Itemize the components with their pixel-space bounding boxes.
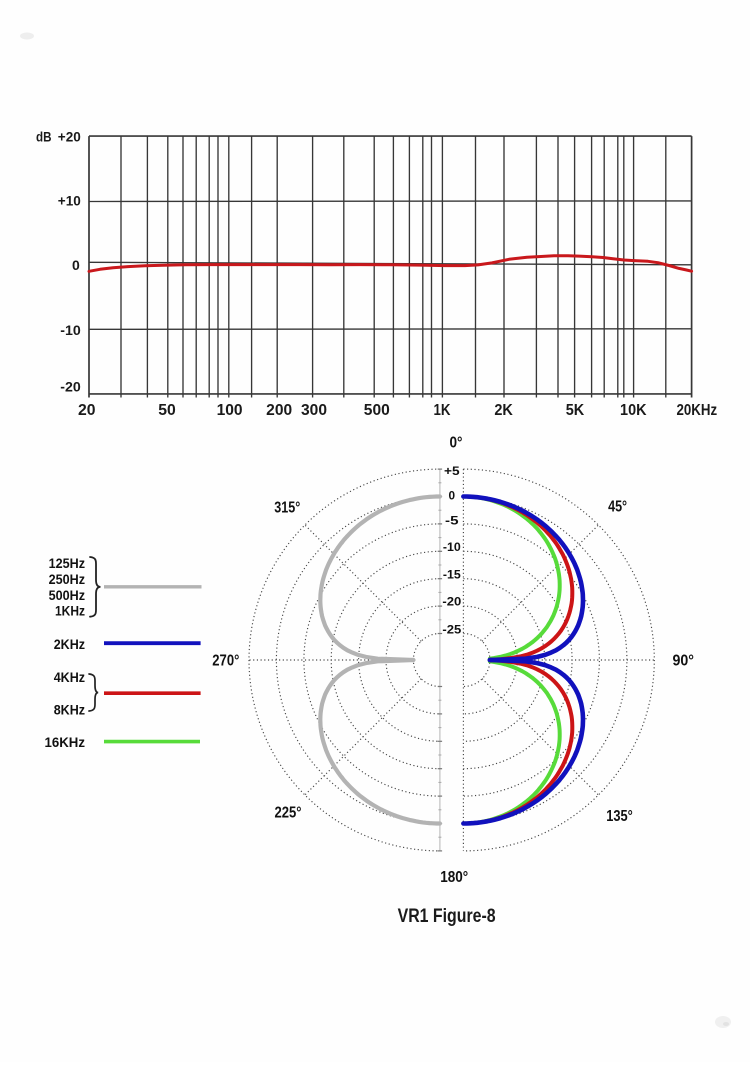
svg-text:0°: 0° [450, 434, 463, 451]
svg-text:-20: -20 [442, 595, 461, 609]
svg-text:50: 50 [158, 402, 176, 419]
svg-text:45°: 45° [608, 499, 627, 516]
svg-text:+20: +20 [58, 129, 81, 145]
svg-text:dB: dB [36, 129, 52, 145]
svg-text:500: 500 [364, 402, 390, 419]
svg-text:20: 20 [78, 402, 96, 419]
svg-text:250Hz: 250Hz [49, 572, 85, 587]
svg-text:8KHz: 8KHz [54, 702, 85, 717]
svg-text:225°: 225° [275, 805, 302, 822]
svg-text:0: 0 [449, 489, 456, 503]
svg-text:2KHz: 2KHz [54, 637, 85, 652]
svg-text:0: 0 [72, 257, 80, 273]
svg-text:+10: +10 [58, 193, 81, 209]
svg-text:300: 300 [301, 402, 327, 419]
svg-text:1K: 1K [434, 402, 452, 419]
svg-text:4KHz: 4KHz [54, 670, 85, 685]
svg-text:-25: -25 [442, 623, 461, 637]
svg-text:+5: +5 [444, 464, 460, 478]
svg-text:-15: -15 [443, 568, 461, 582]
svg-text:100: 100 [217, 402, 243, 419]
svg-text:-10: -10 [443, 540, 461, 554]
svg-text:125Hz: 125Hz [49, 556, 85, 571]
svg-text:-10: -10 [60, 322, 81, 338]
svg-text:270°: 270° [212, 653, 239, 670]
svg-text:1KHz: 1KHz [55, 604, 85, 619]
svg-text:-20: -20 [60, 379, 81, 395]
svg-text:2K: 2K [494, 402, 513, 419]
svg-text:10K: 10K [620, 402, 647, 419]
svg-text:-5: -5 [445, 513, 459, 527]
svg-text:5K: 5K [566, 402, 585, 419]
svg-text:VR1 Figure-8: VR1 Figure-8 [398, 906, 496, 927]
svg-text:135°: 135° [606, 808, 633, 825]
svg-text:500Hz: 500Hz [49, 588, 85, 603]
svg-text:16KHz: 16KHz [45, 735, 86, 750]
svg-text:315°: 315° [274, 500, 300, 517]
svg-text:20KHz: 20KHz [677, 402, 718, 419]
svg-text:90°: 90° [672, 652, 694, 669]
svg-text:200: 200 [266, 402, 292, 419]
svg-text:180°: 180° [440, 869, 468, 886]
